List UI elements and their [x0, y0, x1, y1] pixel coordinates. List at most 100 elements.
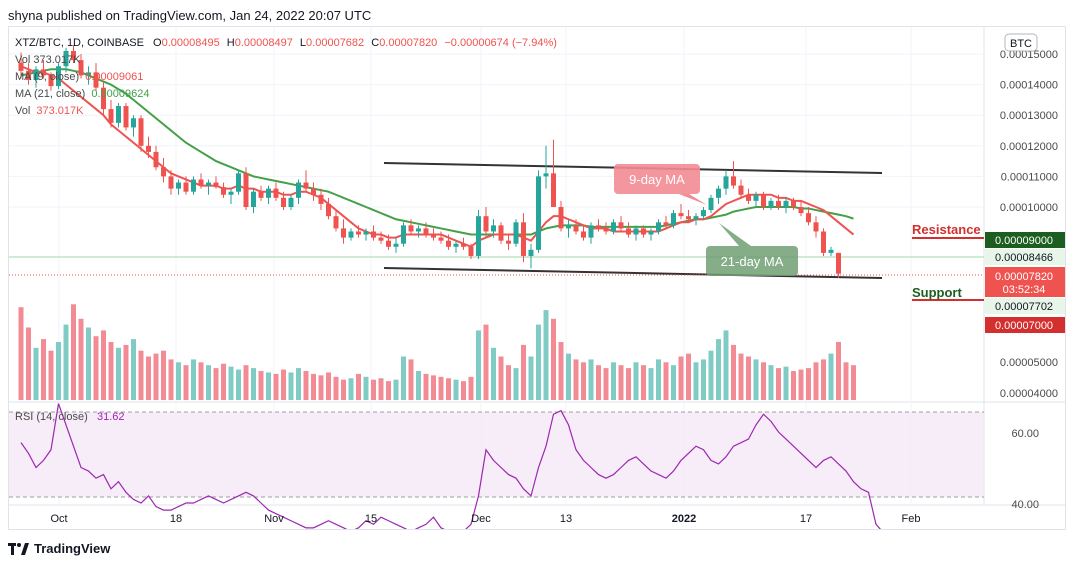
- currency-badge[interactable]: BTC: [1004, 33, 1038, 52]
- volume-bar: [243, 365, 249, 400]
- volume-bar: [461, 381, 466, 400]
- volume-bar: [678, 356, 684, 400]
- volume-bar: [723, 330, 729, 400]
- tradingview-logo[interactable]: TradingView: [8, 541, 110, 556]
- candle-body: [266, 188, 271, 198]
- volume-bar: [731, 344, 736, 400]
- svg-text:0.00009000: 0.00009000: [995, 235, 1053, 247]
- svg-text:MA (9, close) 0.00009061: MA (9, close) 0.00009061: [15, 71, 143, 83]
- volume-bar: [588, 359, 594, 400]
- candle-body: [551, 173, 556, 207]
- svg-text:03:52:34: 03:52:34: [1003, 284, 1046, 296]
- candle-body: [813, 222, 819, 232]
- candle-body: [131, 118, 136, 128]
- volume-bar: [806, 368, 811, 400]
- candle-body: [393, 243, 399, 247]
- candle-body: [228, 191, 234, 195]
- time-axis-label: 13: [560, 513, 572, 525]
- volume-bar: [468, 376, 474, 400]
- legend-symbol: XTZ/BTC, 1D, COINBASE: [15, 37, 144, 49]
- candle-body: [521, 222, 526, 256]
- volume-bar: [213, 368, 219, 400]
- candle-body: [356, 231, 361, 235]
- svg-text:Vol 373.017K: Vol 373.017K: [15, 105, 84, 117]
- volume-bar: [251, 368, 256, 400]
- candle-body: [146, 145, 151, 152]
- ma9-line: [20, 65, 855, 248]
- volume-bar: [416, 371, 421, 400]
- candle-body: [251, 191, 256, 207]
- svg-text:0.00007820: 0.00007820: [995, 271, 1053, 283]
- ma9-callout-label: 9-day MA: [629, 172, 685, 187]
- volume-bar: [438, 376, 444, 400]
- volume-bar: [138, 350, 144, 400]
- ma9-series: [20, 65, 855, 248]
- candle-body: [18, 62, 24, 71]
- volume-bar: [708, 350, 714, 400]
- candle-body: [663, 222, 669, 226]
- volume-bar: [146, 356, 151, 400]
- candle-body: [821, 231, 826, 253]
- volume-bar: [686, 353, 691, 400]
- candle-body: [341, 228, 346, 238]
- candle-body: [588, 225, 594, 238]
- volume-bar: [431, 375, 436, 400]
- volume-bar: [701, 359, 706, 400]
- candle-body: [693, 216, 699, 220]
- svg-text:0.00007000: 0.00007000: [995, 320, 1053, 332]
- volume-bar: [551, 318, 556, 400]
- volume-bar: [738, 353, 744, 400]
- rsi-pane[interactable]: RSI (14, close) 31.62 60.00 40.00: [9, 403, 1039, 536]
- time-axis-label: 2022: [672, 513, 696, 525]
- volume-bar: [513, 368, 519, 400]
- candle-body: [333, 216, 339, 229]
- candle-body: [318, 194, 324, 204]
- volume-bar: [371, 379, 376, 400]
- candle-body: [461, 243, 466, 247]
- rsi-axis-40: 40.00: [1011, 499, 1039, 511]
- time-axis-label: Nov: [264, 513, 284, 525]
- published-line: shyna published on TradingView.com, Jan …: [8, 8, 372, 23]
- candle-body: [281, 197, 286, 207]
- volume-bar: [63, 324, 69, 400]
- volume-bar: [566, 353, 571, 400]
- volume-bar: [93, 336, 99, 400]
- volume-bar: [483, 324, 489, 400]
- volume-bar: [641, 365, 646, 400]
- candle-body: [348, 231, 354, 238]
- volume-bar: [611, 362, 616, 400]
- price-axis-label: 0.00013000: [1000, 110, 1058, 122]
- volume-bar: [506, 365, 511, 400]
- volume-bar: [326, 372, 331, 400]
- candle-body: [611, 222, 616, 232]
- candle-body: [558, 207, 564, 229]
- volume-bar: [221, 363, 226, 400]
- volume-bar: [596, 365, 601, 400]
- candle-body: [108, 109, 114, 123]
- svg-text:0.00007702: 0.00007702: [995, 301, 1053, 313]
- ma9-callout: 9-day MA: [614, 164, 707, 205]
- chart-container[interactable]: 9-day MA 21-day MA Resistance Support 0.…: [8, 26, 1066, 536]
- volume-bar: [296, 368, 301, 400]
- candle-body: [708, 197, 714, 211]
- volume-bar: [453, 379, 459, 400]
- candle-body: [26, 70, 31, 81]
- candlestick-chart[interactable]: 9-day MA 21-day MA Resistance Support 0.…: [9, 27, 1065, 536]
- volume-bar: [191, 359, 196, 400]
- candle-body: [828, 249, 834, 253]
- candle-body: [123, 106, 129, 128]
- candle-body: [213, 182, 219, 188]
- volume-bar: [543, 310, 549, 400]
- candle-body: [543, 173, 549, 177]
- time-axis-label: 17: [800, 513, 812, 525]
- volume-bar: [558, 342, 564, 400]
- volume-bar: [836, 342, 841, 400]
- volume-bar: [318, 375, 324, 400]
- price-axis[interactable]: 0.00015000 0.00014000 0.00013000 0.00012000…: [1000, 49, 1058, 400]
- candle-body: [258, 191, 264, 198]
- candle-body: [206, 182, 211, 186]
- volume-bar: [776, 368, 781, 400]
- time-axis[interactable]: Oct 18 Nov 15 Dec 13 2022 17 Feb: [50, 513, 920, 525]
- volume-bar: [356, 373, 361, 400]
- candle-body: [468, 246, 474, 256]
